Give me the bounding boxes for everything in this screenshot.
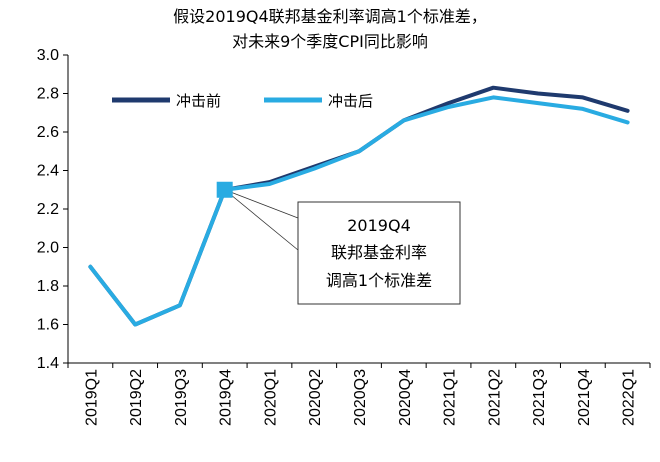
x-tick-label: 2020Q1: [262, 369, 279, 426]
y-tick-label: 2.2: [37, 201, 59, 218]
annotation-box: [297, 201, 461, 305]
x-tick-label: 2021Q4: [576, 369, 593, 426]
annotation-leader-top: [224, 189, 299, 219]
x-tick-label: 2020Q2: [307, 369, 324, 426]
annotation-line-3: 调高1个标准差: [326, 271, 432, 290]
x-tick-label: 2021Q2: [486, 369, 503, 426]
annotation-line-1: 2019Q4: [347, 216, 411, 235]
chart-title-line-1: 假设2019Q4联邦基金利率调高1个标准差，: [173, 7, 487, 26]
chart-title-line-2: 对未来9个季度CPI同比影响: [232, 32, 428, 51]
series-line-after: [88, 95, 630, 327]
x-tick-label: 2019Q1: [83, 369, 100, 426]
y-tick-label: 1.4: [37, 355, 59, 372]
annotation-marker: [216, 181, 233, 198]
annotation-line-2: 联邦基金利率: [331, 243, 427, 262]
chart-legend: 冲击前 冲击后: [112, 92, 373, 110]
chart-axes: 1.4 1.6 1.8 2.0 2.2 2.4 2.6 2.8 3.0 2019Q1 2019Q2 2…: [37, 47, 651, 426]
chart-series: [88, 85, 630, 327]
annotation-leader-bottom: [224, 189, 299, 251]
x-tick-label: 2019Q4: [218, 369, 235, 426]
x-tick-label: 2019Q2: [128, 369, 145, 426]
legend-label-after: 冲击后: [328, 92, 373, 110]
chart-annotation: 2019Q4 联邦基金利率 调高1个标准差: [216, 181, 461, 305]
x-tick-label: 2019Q3: [173, 369, 190, 426]
x-tick-label: 2021Q1: [442, 369, 459, 426]
y-tick-label: 2.8: [37, 86, 59, 103]
x-tick-label: 2020Q4: [397, 369, 414, 426]
legend-label-before: 冲击前: [176, 92, 221, 110]
y-tick-label: 2.0: [37, 240, 59, 257]
y-tick-label: 2.4: [37, 163, 59, 180]
y-tick-label: 2.6: [37, 124, 59, 141]
x-tick-label: 2020Q3: [352, 369, 369, 426]
x-tick-label: 2022Q1: [621, 369, 638, 426]
y-tick-label: 3.0: [37, 47, 59, 64]
y-tick-label: 1.6: [37, 317, 59, 334]
y-tick-label: 1.8: [37, 278, 59, 295]
x-tick-label: 2021Q3: [531, 369, 548, 426]
